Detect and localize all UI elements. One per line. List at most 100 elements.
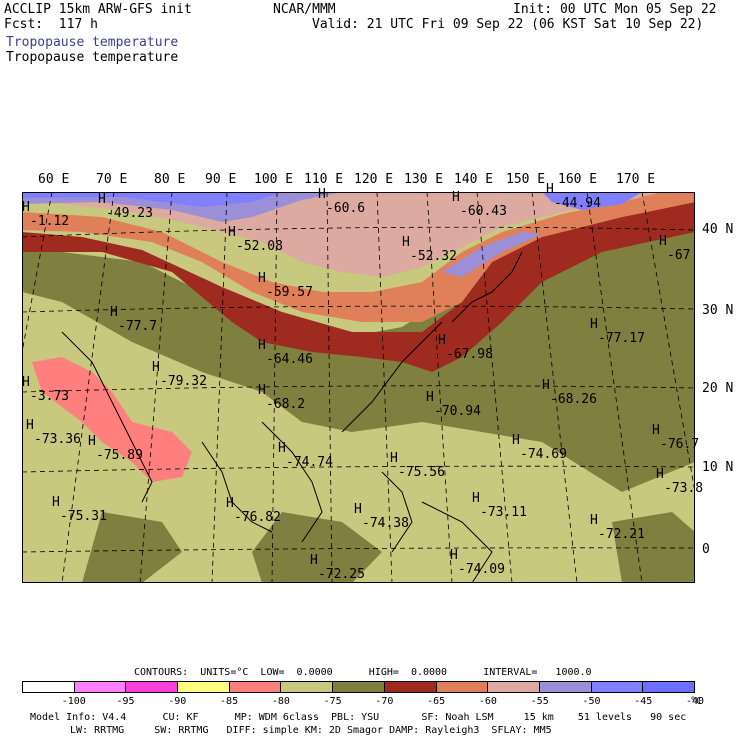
high-marker: H xyxy=(590,317,598,332)
band-minus50-b xyxy=(442,232,542,277)
model-info-line1: Model Info: V4.4 CU: KF MP: WDM 6class P… xyxy=(30,712,687,723)
high-marker: H xyxy=(258,271,266,286)
colorbar-label: -55 xyxy=(530,696,549,707)
band-minus70-south xyxy=(252,512,382,583)
lon-label: 120 E xyxy=(354,172,394,187)
high-value: -60.6 xyxy=(326,201,366,216)
graticule xyxy=(22,192,695,583)
coastlines xyxy=(61,251,523,583)
band-minus45-b xyxy=(542,192,642,210)
colorbar-label: -50 xyxy=(582,696,601,707)
colorbar-label: -40 xyxy=(685,696,705,707)
colorbar-swatch xyxy=(126,682,179,692)
high-marker: H xyxy=(310,553,318,568)
high-marker: H xyxy=(452,190,460,205)
high-marker: H xyxy=(402,235,410,250)
band-minus80 xyxy=(32,357,192,482)
high-marker: H xyxy=(656,467,664,482)
high-marker: H xyxy=(258,383,266,398)
contours-info: CONTOURS: UNITS=°C LOW= 0.0000 HIGH= 0.0… xyxy=(134,667,592,678)
high-marker: H xyxy=(590,513,598,528)
high-value: -64.46 xyxy=(266,352,313,367)
colorbar-swatch xyxy=(384,682,437,692)
lat-label: 40 N xyxy=(702,222,734,237)
band-minus45 xyxy=(22,192,282,207)
band-minus50 xyxy=(22,192,342,222)
lon-label: 110 E xyxy=(304,172,344,187)
colorbar-swatch xyxy=(591,682,644,692)
high-marker: H xyxy=(450,548,458,563)
high-value: -3.73 xyxy=(30,389,70,404)
high-value: -73.11 xyxy=(480,505,527,520)
high-value: -75.31 xyxy=(60,509,107,524)
high-value: -74.09 xyxy=(458,562,505,577)
high-value: -60.43 xyxy=(460,204,507,219)
lon-label: 140 E xyxy=(454,172,494,187)
model-title: ACCLIP 15km ARW-GFS init xyxy=(4,2,192,17)
high-marker: H xyxy=(546,182,554,197)
high-marker: H xyxy=(22,200,30,215)
high-value: -73.8 xyxy=(664,481,704,496)
colorbar-label: -75 xyxy=(323,696,342,707)
high-marker: H xyxy=(110,305,118,320)
high-value: -52.08 xyxy=(236,239,283,254)
lon-label: 60 E xyxy=(38,172,70,187)
high-marker: H xyxy=(512,433,520,448)
high-marker: H xyxy=(652,423,660,438)
init-time: Init: 00 UTC Mon 05 Sep 22 xyxy=(513,2,717,17)
high-marker: H xyxy=(426,390,434,405)
lon-label: 170 E xyxy=(616,172,656,187)
high-value: -74.74 xyxy=(286,455,333,470)
tropopause-temperature-map xyxy=(22,192,695,583)
high-value: -77.7 xyxy=(118,319,158,334)
colorbar-swatch xyxy=(178,682,230,692)
colorbar-swatch xyxy=(539,682,592,692)
colorbar-label: -70 xyxy=(375,696,394,707)
high-value: -52.32 xyxy=(410,249,457,264)
colorbar-label: -45 xyxy=(634,696,653,707)
high-value: -76.82 xyxy=(234,510,281,525)
high-marker: H xyxy=(542,378,550,393)
valid-time: Valid: 21 UTC Fri 09 Sep 22 (06 KST Sat … xyxy=(312,17,704,32)
high-value: -72.21 xyxy=(598,527,645,542)
lat-label: 0 xyxy=(702,542,710,557)
high-value: -44.94 xyxy=(554,196,601,211)
lat-label: 30 N xyxy=(702,303,734,318)
high-marker: H xyxy=(472,491,480,506)
colorbar-label: -90 xyxy=(168,696,187,707)
colorbar-swatch xyxy=(74,682,127,692)
high-value: -67 xyxy=(667,248,691,263)
lon-label: 130 E xyxy=(404,172,444,187)
lon-label: 80 E xyxy=(154,172,186,187)
high-marker: H xyxy=(354,502,362,517)
colorbar-swatch xyxy=(333,682,385,692)
colorbar-swatch xyxy=(488,682,540,692)
high-marker: H xyxy=(98,192,106,207)
lat-label: 10 N xyxy=(702,460,734,475)
field-title-contour: Tropopause temperature xyxy=(6,50,179,65)
high-marker: H xyxy=(26,418,34,433)
lon-label: 70 E xyxy=(96,172,128,187)
colorbar-swatch xyxy=(229,682,282,692)
high-value: -67.98 xyxy=(446,347,493,362)
colorbar xyxy=(22,681,695,693)
band-minus60 xyxy=(22,192,695,322)
high-marker: H xyxy=(22,375,30,390)
high-value: -1.12 xyxy=(30,214,70,229)
high-marker: H xyxy=(52,495,60,510)
high-value: -75.89 xyxy=(96,448,143,463)
model-info-line2: LW: RRTMG SW: RRTMG DIFF: simple KM: 2D … xyxy=(70,725,552,736)
field-title-shaded: Tropopause temperature xyxy=(6,35,179,50)
high-marker: H xyxy=(659,234,667,249)
high-value: -74.38 xyxy=(362,516,409,531)
lon-label: 160 E xyxy=(558,172,598,187)
colorbar-label: -60 xyxy=(478,696,497,707)
colorbar-swatch xyxy=(23,682,75,692)
high-marker: H xyxy=(438,333,446,348)
high-marker: H xyxy=(318,187,326,202)
high-marker: H xyxy=(258,338,266,353)
lat-label: 20 N xyxy=(702,381,734,396)
high-value: -75.56 xyxy=(398,465,445,480)
high-value: -70.94 xyxy=(434,404,481,419)
